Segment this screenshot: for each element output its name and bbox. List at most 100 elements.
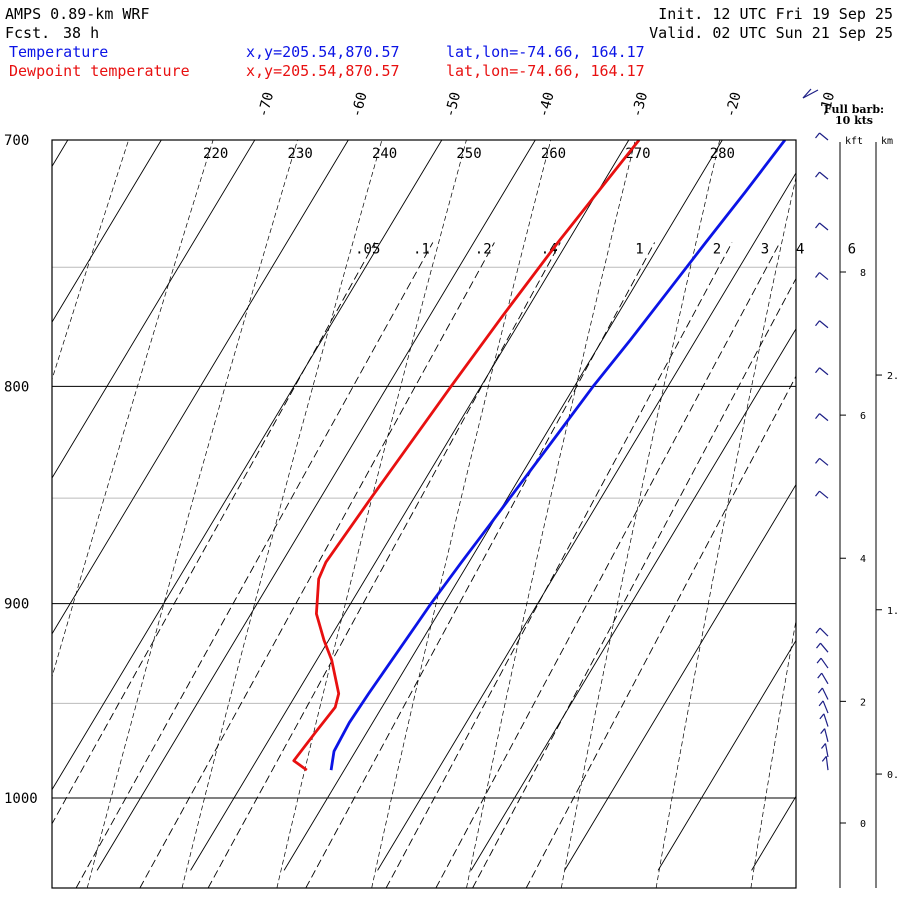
wind-barb xyxy=(819,627,829,637)
kft-tick-label: 8 xyxy=(860,268,866,279)
skewt-grid-labels: 700 800 900 1000 -70 -60 -50 -40 -30 -20 -10 220 230… xyxy=(4,90,856,807)
isotherm--40 xyxy=(96,140,536,871)
dry-adiabat-210 xyxy=(52,140,129,381)
wind-barb-flag xyxy=(816,642,821,649)
barb-legend-title: Full barb: xyxy=(824,103,884,116)
mixing-ratio-1 xyxy=(305,242,655,888)
wind-barb xyxy=(819,490,829,499)
dry-adiabat-label-260: 260 xyxy=(541,146,566,162)
wind-barb xyxy=(819,222,829,231)
wind-barb xyxy=(821,672,829,685)
isotherm-10 xyxy=(564,483,796,871)
mixing-ratio-label-4: 4 xyxy=(796,241,804,257)
dry-adiabat-240 xyxy=(181,140,383,888)
wind-barb-flag xyxy=(815,490,820,497)
wind-barb-flag xyxy=(821,755,827,762)
isotherm-0 xyxy=(470,327,796,871)
temperature-profile xyxy=(329,140,787,771)
legend-temperature-latlon: lat,lon=-74.66, 164.17 xyxy=(446,43,645,61)
mixing-ratio-0.4 xyxy=(207,242,561,888)
isotherm-label--30: -30 xyxy=(629,90,651,119)
valid-time: Valid. 02 UTC Sun 21 Sep 25 xyxy=(649,24,893,42)
wind-barb-flag xyxy=(820,728,826,735)
kft-tick-label: 0 xyxy=(860,819,866,830)
isotherm-label--10: -10 xyxy=(816,90,838,119)
dry-adiabat-label-280: 280 xyxy=(710,146,735,162)
forecast-label: Fcst. xyxy=(5,24,50,42)
isotherm-20 xyxy=(657,639,796,871)
isotherm--50 xyxy=(52,140,443,791)
wind-barb-flag xyxy=(815,413,820,419)
barb-legend-icon-flag xyxy=(802,88,812,99)
dry-adiabat-250 xyxy=(276,140,467,888)
isotherm--70 xyxy=(52,140,256,479)
wind-barb-flag xyxy=(815,367,820,374)
barb-legend-icon xyxy=(802,89,819,99)
km-tick-label: 2. xyxy=(887,371,899,382)
wind-barb xyxy=(819,272,829,281)
wind-barb xyxy=(819,320,829,329)
km-axis-label: km xyxy=(881,136,893,147)
dry-adiabat-230 xyxy=(86,140,298,888)
dry-adiabat-label-230: 230 xyxy=(288,146,313,162)
isotherm-label--70: -70 xyxy=(255,90,277,119)
dry-adiabat-label-240: 240 xyxy=(372,146,397,162)
mixing-ratio-label-0.4: .4 xyxy=(541,241,558,257)
wind-barb xyxy=(823,713,829,727)
barb-legend-value: 10 kts xyxy=(835,114,873,127)
dry-adiabat-200 xyxy=(0,114,53,889)
wind-barb-flag xyxy=(815,171,820,178)
isotherm--90 xyxy=(52,140,69,168)
skewt-grid xyxy=(0,114,796,889)
wind-barb xyxy=(824,743,829,758)
dry-adiabat-label-220: 220 xyxy=(203,146,228,162)
wind-barb xyxy=(819,171,829,180)
mixing-ratio-label-1: 1 xyxy=(635,241,643,257)
dry-adiabat-280 xyxy=(560,140,721,888)
wind-barb xyxy=(822,700,829,714)
mixing-ratio-0.05 xyxy=(52,242,376,825)
wind-barb xyxy=(820,642,829,653)
legend-dewpoint-xy: x,y=205.54,870.57 xyxy=(246,62,400,80)
kft-axis-label: kft xyxy=(845,136,863,147)
km-tick-label: 1. xyxy=(887,606,899,617)
dry-adiabat-270 xyxy=(466,140,636,888)
kft-tick-label: 6 xyxy=(860,411,866,422)
isotherm-label--60: -60 xyxy=(349,90,371,119)
mixing-ratio-label-0.05: .05 xyxy=(355,241,380,257)
mixing-ratio-label-6: 6 xyxy=(848,241,856,257)
legend-dewpoint-label: Dewpoint temperature xyxy=(9,62,190,80)
mixing-ratio-3 xyxy=(435,242,781,888)
isobar-label-1000: 1000 xyxy=(4,791,38,807)
mixing-ratio-label-2: 2 xyxy=(713,241,721,257)
isotherm-label--40: -40 xyxy=(536,90,558,119)
wind-barb-flag xyxy=(815,272,820,278)
wind-barb-flag xyxy=(816,657,822,664)
sounding-profiles xyxy=(292,140,787,772)
mixing-ratio-4 xyxy=(472,277,796,888)
model-title: AMPS 0.89-km WRF xyxy=(5,5,150,23)
wind-barb-flag xyxy=(815,132,820,139)
mixing-ratio-label-0.2: .2 xyxy=(475,241,492,257)
wind-barb-flag xyxy=(819,713,825,720)
wind-barb-flag xyxy=(815,320,820,327)
mixing-ratio-0.1 xyxy=(75,242,434,888)
wind-barb-flag xyxy=(817,672,823,679)
dry-adiabat-300 xyxy=(750,618,796,888)
dry-adiabat-220 xyxy=(52,140,214,679)
wind-barb xyxy=(819,457,829,466)
wind-barb-flag xyxy=(815,457,820,464)
isotherm--30 xyxy=(190,140,630,871)
wind-barb xyxy=(825,756,829,771)
kft-tick-label: 4 xyxy=(860,554,866,565)
wind-barb-flag xyxy=(815,222,820,229)
isobar-label-900: 900 xyxy=(4,597,29,613)
isotherm--80 xyxy=(52,140,162,324)
legend-dewpoint-latlon: lat,lon=-74.66, 164.17 xyxy=(446,62,645,80)
wind-barb xyxy=(821,687,829,700)
forecast-hours: 38 h xyxy=(63,24,99,42)
isotherm--10 xyxy=(377,172,796,871)
isobar-label-700: 700 xyxy=(4,133,29,149)
